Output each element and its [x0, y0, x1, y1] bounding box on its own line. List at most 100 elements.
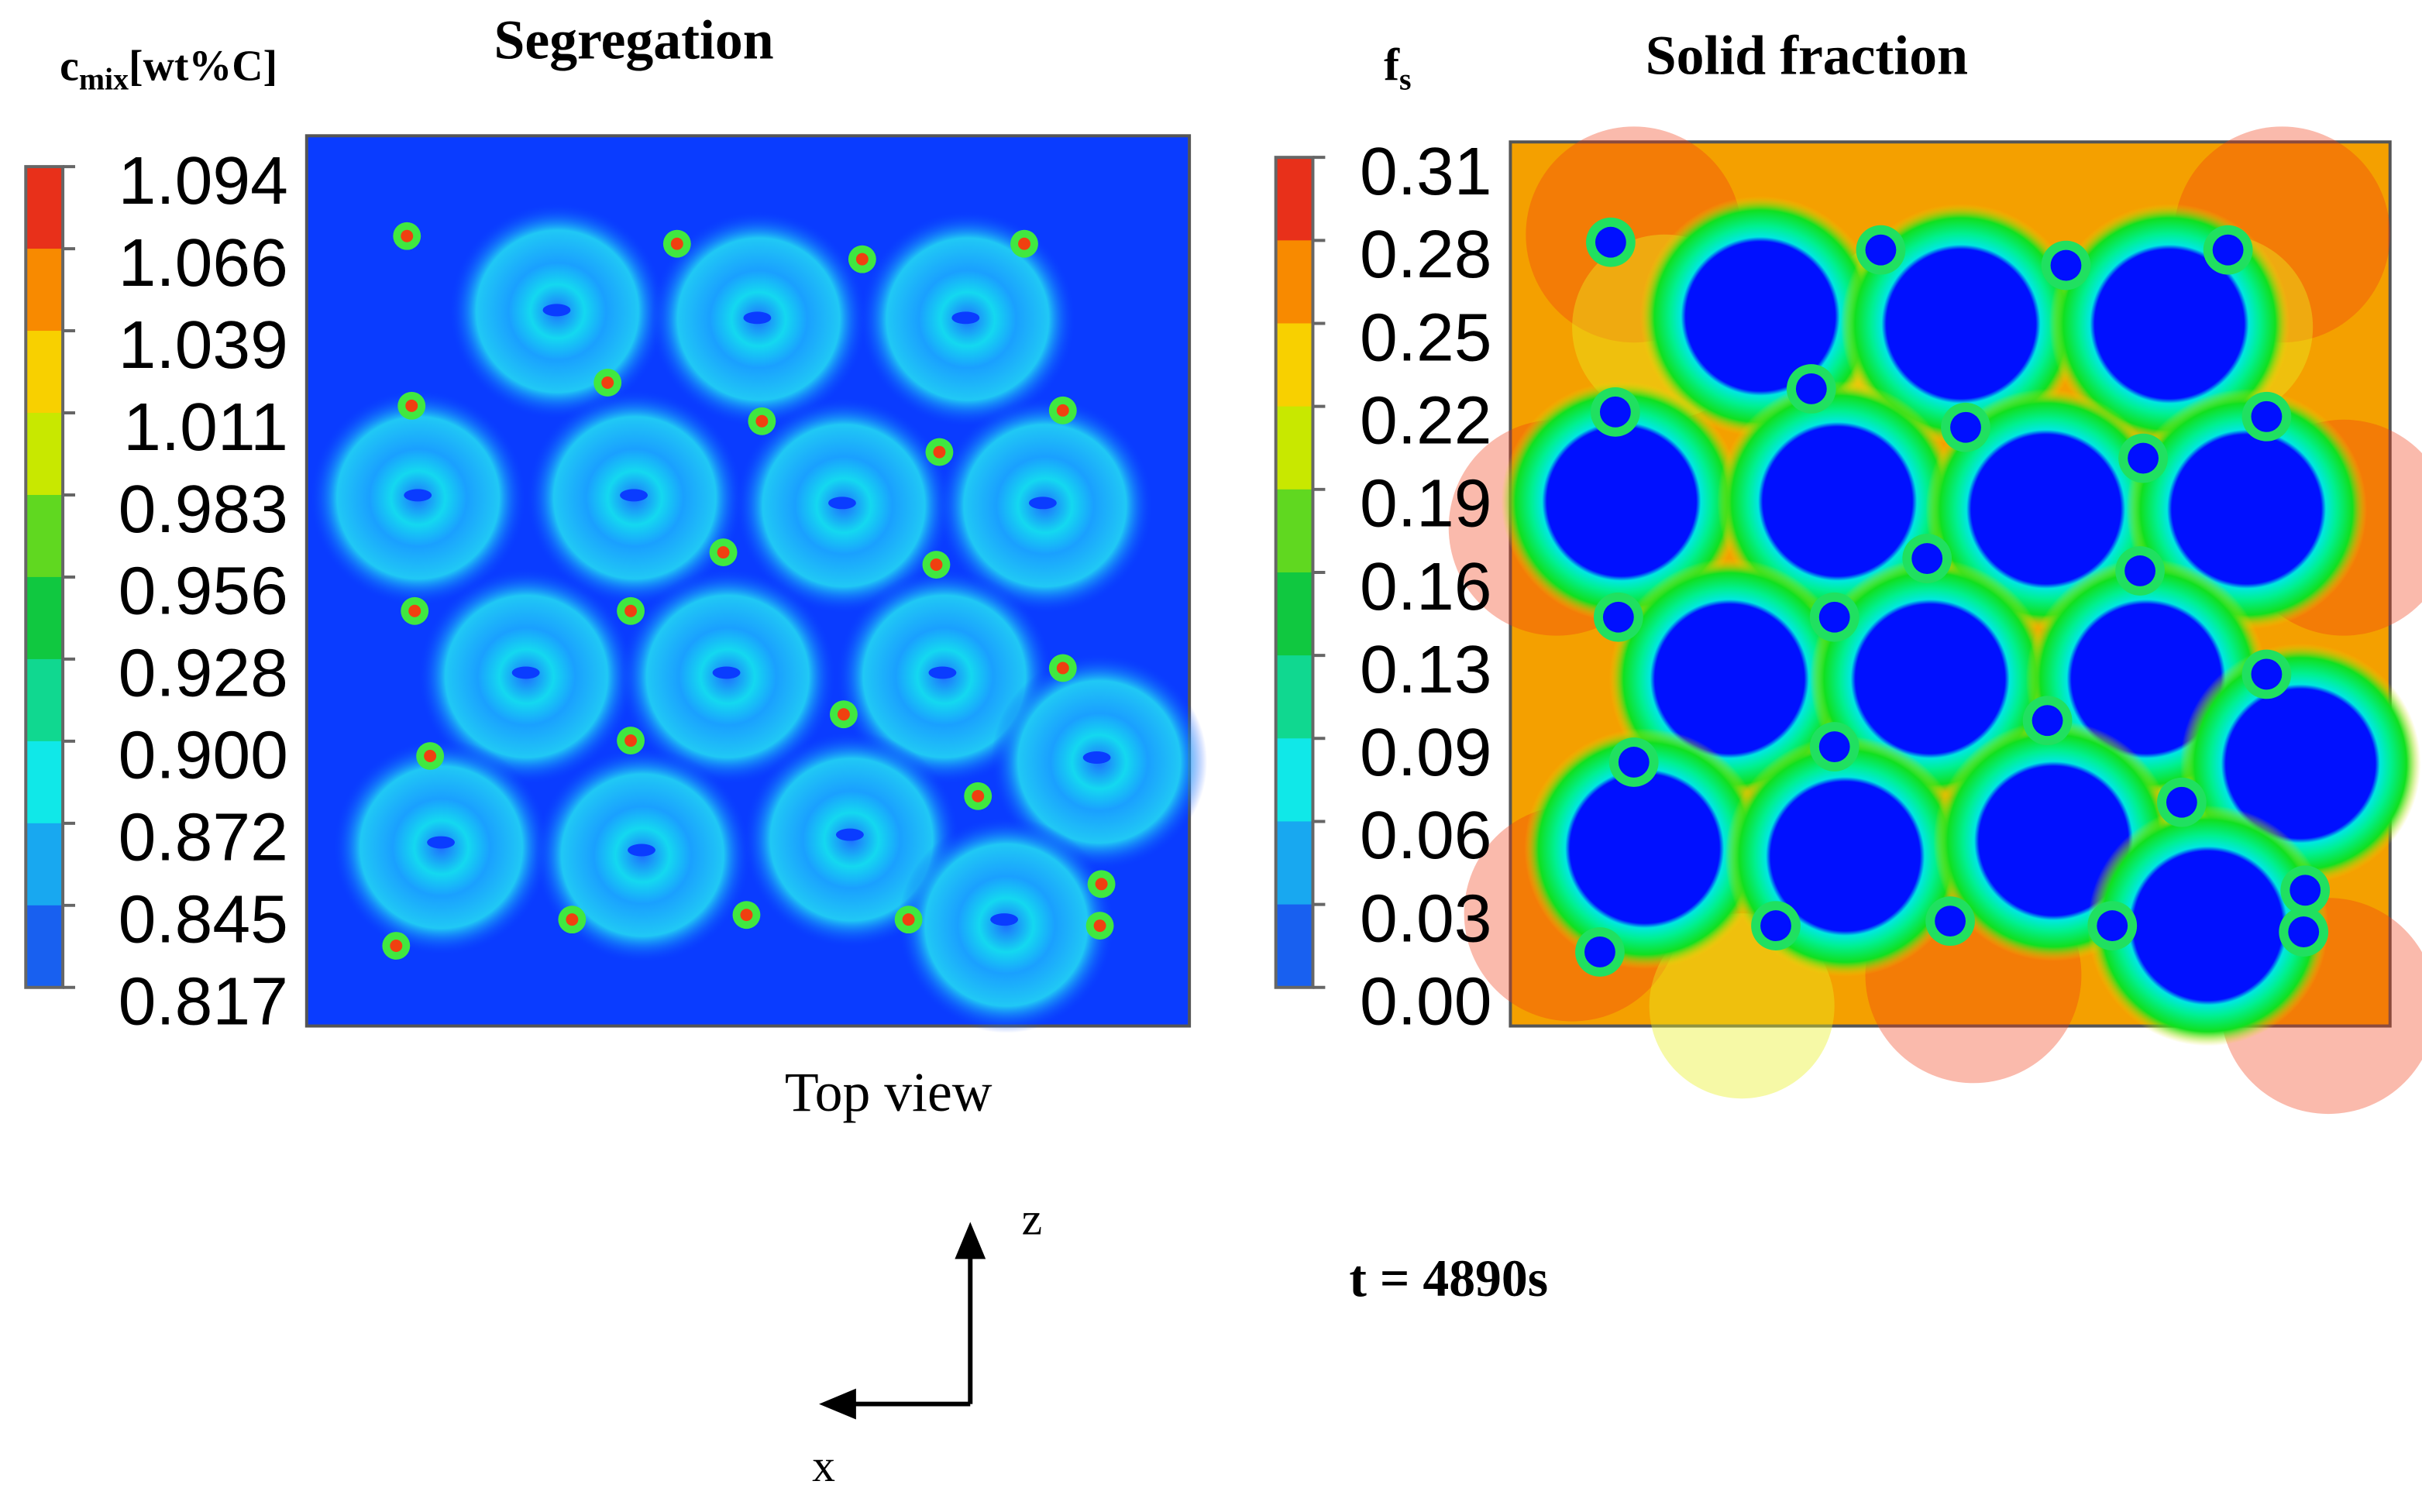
solid-fraction-plot — [1448, 126, 2422, 1115]
dot — [1584, 936, 1615, 967]
colorbar-segment — [1275, 323, 1313, 407]
colorbar-tick-label: 0.28 — [1360, 216, 1492, 292]
dot — [902, 913, 915, 926]
dot — [1599, 396, 1631, 428]
colorbar-tick-label: 0.817 — [119, 964, 288, 1040]
dot — [2050, 249, 2082, 281]
dot — [1795, 373, 1827, 404]
colorbar-tick-label: 0.06 — [1360, 797, 1492, 873]
grain — [2087, 805, 2329, 1046]
unit: [wt%C] — [129, 43, 277, 91]
dot — [1818, 601, 1850, 633]
grain-core — [1028, 497, 1057, 510]
dot — [408, 604, 421, 617]
symbol: f — [1384, 40, 1400, 91]
dot — [624, 604, 638, 617]
time-label: t = 4890s — [1349, 1249, 1548, 1308]
colorbar-segment — [26, 331, 64, 414]
grain-core — [835, 828, 864, 841]
subscript: mix — [79, 63, 129, 97]
colorbar-segment — [1275, 655, 1313, 740]
colorbar-segment — [26, 576, 64, 660]
colorbar-tick-label: 0.900 — [119, 717, 288, 793]
grain-core — [542, 304, 571, 317]
colorbar-segment — [26, 658, 64, 742]
dot — [1056, 404, 1069, 417]
dot — [972, 789, 985, 802]
colorbar-tick-label: 1.094 — [119, 143, 288, 218]
grain-core — [620, 489, 648, 502]
dot — [670, 237, 683, 250]
dot — [624, 734, 638, 747]
colorbar-tick-label: 0.03 — [1360, 880, 1492, 956]
caption: Top view — [785, 1061, 993, 1123]
dot — [1618, 747, 1650, 778]
dot — [1595, 226, 1626, 258]
colorbar-tick-label: 0.31 — [1360, 133, 1492, 209]
colorbar-segment — [1275, 572, 1313, 657]
dot — [855, 253, 869, 266]
dot — [2251, 400, 2283, 432]
axis-label: x — [812, 1440, 835, 1491]
dot — [2097, 910, 2128, 942]
axis-label: z — [1022, 1193, 1043, 1244]
dot — [1093, 919, 1106, 933]
grain-core — [928, 666, 957, 679]
dot — [1950, 411, 1981, 443]
colorbar-segment — [1275, 904, 1313, 988]
dot — [2124, 555, 2156, 586]
dot — [930, 558, 943, 571]
grain-core — [951, 311, 980, 325]
dot — [2128, 442, 2159, 474]
dot — [1602, 601, 1634, 633]
colorbar-tick-label: 0.16 — [1360, 548, 1492, 624]
dot — [1935, 905, 1966, 937]
colorbar-segment — [26, 823, 64, 906]
dot — [601, 376, 614, 389]
colorbar-segment — [1275, 406, 1313, 490]
dot — [1760, 910, 1791, 942]
colorbar-segment — [26, 905, 64, 988]
colorbar-tick-label: 0.00 — [1360, 964, 1492, 1040]
colorbar-label: cmix[wt%C] — [60, 43, 277, 97]
dot — [2251, 658, 2283, 690]
dot — [1818, 731, 1850, 762]
colorbar-tick-label: 0.983 — [119, 471, 288, 547]
dot — [2290, 875, 2321, 906]
colorbar-segment — [26, 741, 64, 824]
colorbar-tick-label: 0.13 — [1360, 631, 1492, 707]
dot — [1095, 878, 1108, 891]
subscript: s — [1399, 63, 1411, 97]
colorbar-tick-label: 0.928 — [119, 635, 288, 711]
grain-core — [427, 836, 455, 849]
dot — [1018, 237, 1030, 250]
dot — [1911, 543, 1943, 574]
grain-core — [743, 311, 772, 325]
symbol: c — [60, 43, 79, 91]
colorbar-segment — [1275, 489, 1313, 573]
colorbar-tick-label: 0.19 — [1360, 466, 1492, 541]
dot — [1865, 234, 1897, 266]
panel-title: Solid fraction — [1646, 25, 1968, 87]
dot — [740, 909, 753, 922]
colorbar-tick-label: 1.039 — [119, 307, 288, 383]
colorbar-label: fs — [1384, 40, 1411, 97]
grain-core — [404, 489, 432, 502]
dot — [424, 750, 437, 762]
dot — [933, 445, 946, 459]
colorbar-segment — [1275, 821, 1313, 905]
grain-core — [511, 666, 540, 679]
colorbar-segment — [26, 413, 64, 496]
dot — [2212, 234, 2244, 266]
colorbar-tick-label: 1.011 — [123, 389, 288, 465]
colorbar-segment — [1275, 738, 1313, 823]
colorbar-tick-label: 0.956 — [119, 553, 288, 629]
dot — [2288, 916, 2320, 947]
grain — [1524, 728, 1766, 969]
colorbar-tick-label: 0.09 — [1360, 714, 1492, 790]
dot — [390, 940, 403, 952]
colorbar-segment — [26, 494, 64, 578]
dot — [755, 414, 769, 428]
